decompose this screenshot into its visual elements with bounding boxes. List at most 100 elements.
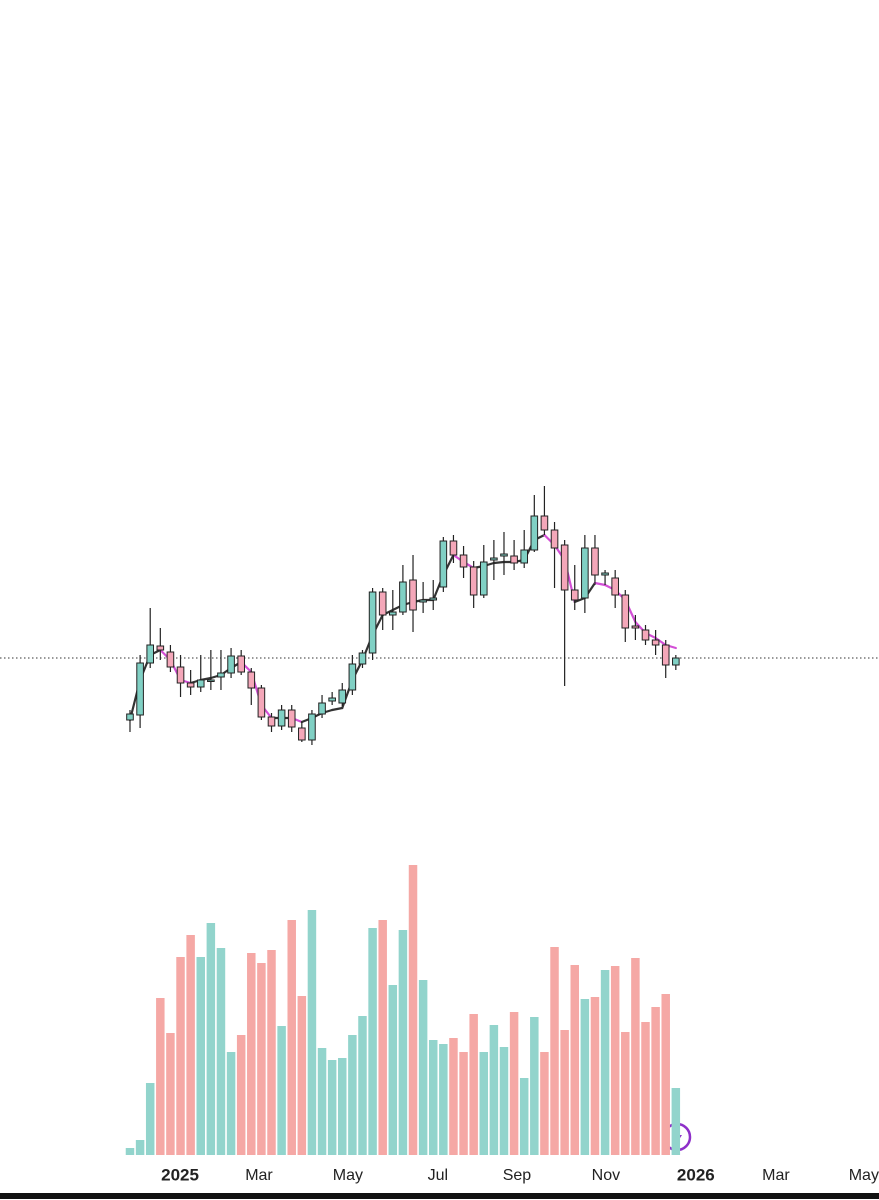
moving-average [573, 596, 586, 604]
volume-bar [287, 920, 296, 1155]
candle-body [631, 625, 640, 629]
volume-bar [166, 1033, 175, 1155]
volume-bar [449, 1038, 458, 1155]
volume-bar [499, 1047, 509, 1155]
volume-bar [368, 928, 377, 1155]
volume-bar [176, 957, 185, 1155]
volume-bar [378, 920, 387, 1155]
volume-bar [540, 1052, 549, 1155]
candle-body [429, 597, 438, 601]
volume-bar [196, 957, 205, 1155]
candle-body [308, 713, 316, 741]
candle-body [399, 581, 407, 613]
volume-bar [550, 947, 559, 1155]
candle-body [207, 679, 215, 682]
candle-body [510, 555, 518, 564]
volume-bar [651, 1007, 660, 1155]
candle-body [247, 671, 256, 689]
candle-body [196, 679, 205, 688]
volume-bar [247, 953, 256, 1155]
volume-bar [388, 985, 398, 1155]
moving-average [492, 560, 506, 565]
candle-body [237, 655, 245, 673]
candle-body [611, 577, 619, 596]
candle-body [287, 709, 296, 728]
candle-body [186, 682, 195, 688]
candle-body [621, 594, 630, 629]
x-tick-label: Jul [428, 1167, 448, 1184]
candle-body [449, 540, 458, 556]
candle-body [530, 515, 539, 551]
volume-bar [469, 1014, 478, 1155]
x-tick-label: Mar [762, 1167, 790, 1184]
volume-bar [307, 910, 317, 1155]
moving-average [331, 706, 344, 712]
volume-bar [327, 1060, 337, 1155]
candle-body [338, 689, 347, 704]
volume-bar [570, 965, 579, 1155]
volume-bar [428, 1040, 438, 1155]
candle-body [348, 663, 357, 691]
candle-body [166, 651, 175, 668]
candle-body [591, 547, 599, 576]
candle-body [257, 687, 266, 718]
volume-bar [418, 980, 428, 1155]
candle-body [358, 652, 367, 665]
candle-body [550, 529, 559, 549]
volume-bar [145, 1083, 155, 1155]
candle-body [277, 709, 286, 727]
volume-bar [408, 865, 418, 1155]
candle-body [227, 655, 235, 674]
candle-body [661, 644, 670, 666]
volume-bar [489, 1025, 499, 1155]
x-tick-label: May [333, 1167, 363, 1184]
volume-bar [186, 935, 195, 1155]
candle-body [469, 566, 478, 596]
candle-body [298, 727, 306, 741]
volume-bar [135, 1140, 145, 1155]
candle-body [459, 554, 468, 568]
candle-body [389, 611, 397, 616]
x-tick-label: May [849, 1167, 879, 1184]
volume-bar [641, 1022, 650, 1155]
moving-average [593, 581, 607, 587]
candle-body [672, 657, 680, 666]
candle-body [217, 672, 225, 678]
volume-bar [661, 994, 670, 1155]
candle-body [570, 589, 579, 601]
candle-body [651, 639, 660, 646]
volume-bar [600, 970, 610, 1155]
candle-body [368, 591, 377, 654]
volume-bar [297, 996, 307, 1155]
x-tick-label: Mar [245, 1167, 273, 1184]
volume-bar [338, 1058, 347, 1155]
candle-body [146, 644, 155, 664]
candle-body [267, 716, 276, 727]
candle-body [409, 579, 417, 611]
volume-bar [621, 1032, 630, 1155]
volume-bar [206, 923, 216, 1155]
volume-bar [257, 963, 266, 1155]
candle-body [500, 553, 508, 557]
candle-body [156, 645, 165, 651]
volume-bar [439, 1044, 448, 1155]
moving-average [654, 636, 667, 647]
x-tick-label: Sep [503, 1167, 532, 1184]
candle-body [328, 697, 336, 702]
volume-bar [671, 1088, 681, 1155]
candle-body [490, 557, 498, 561]
volume-bar [509, 1012, 519, 1155]
volume-bar [216, 948, 226, 1155]
candle-body [560, 544, 569, 591]
x-tick-label: Nov [592, 1167, 620, 1184]
candle-body [641, 629, 650, 641]
volume-bar [560, 1030, 569, 1155]
candle-body [419, 599, 427, 603]
volume-bar [236, 1035, 246, 1155]
volume-bar [125, 1148, 135, 1155]
candle-body [126, 713, 134, 721]
x-tick-label: 2025 [161, 1165, 199, 1184]
candle-body [601, 572, 609, 576]
candle-body [540, 515, 549, 531]
